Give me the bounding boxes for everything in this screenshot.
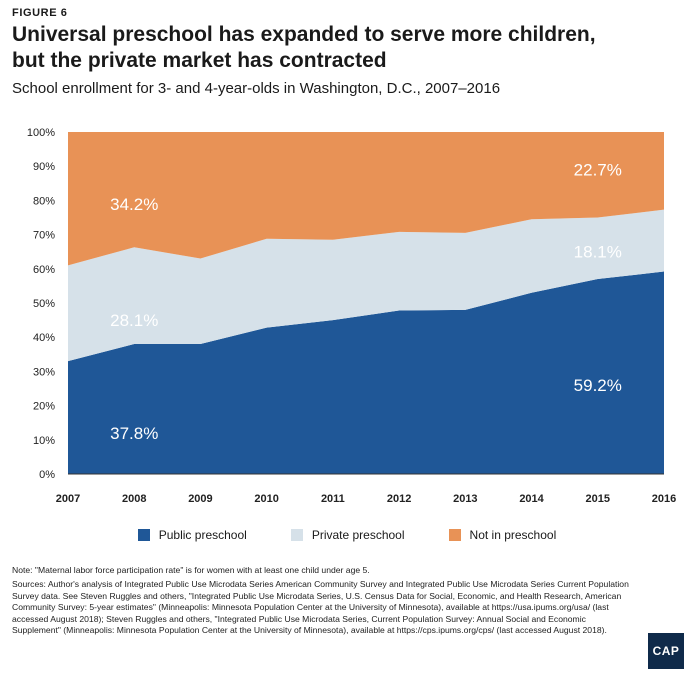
data-label: 59.2% bbox=[574, 376, 622, 395]
y-tick-label: 50% bbox=[33, 298, 55, 310]
x-tick-label: 2014 bbox=[519, 493, 544, 505]
x-tick-label: 2008 bbox=[122, 493, 146, 505]
y-tick-label: 0% bbox=[39, 469, 55, 481]
cap-logo: CAP bbox=[648, 633, 684, 669]
legend-item-not-in: Not in preschool bbox=[448, 528, 557, 542]
x-tick-label: 2009 bbox=[188, 493, 212, 505]
chart-subtitle: School enrollment for 3- and 4-year-olds… bbox=[12, 80, 501, 97]
y-tick-label: 10% bbox=[33, 435, 55, 447]
y-tick-label: 90% bbox=[33, 161, 55, 173]
figure-label: FIGURE 6 bbox=[12, 7, 68, 19]
x-tick-label: 2015 bbox=[586, 493, 610, 505]
area-public-preschool bbox=[68, 271, 664, 474]
y-tick-label: 60% bbox=[33, 264, 55, 276]
x-tick-label: 2012 bbox=[387, 493, 411, 505]
legend-label-private: Private preschool bbox=[311, 528, 405, 542]
legend-swatch-not-in bbox=[448, 529, 461, 541]
area-not-in-preschool bbox=[68, 132, 664, 266]
x-tick-label: 2013 bbox=[453, 493, 477, 505]
x-tick-label: 2011 bbox=[321, 493, 345, 505]
legend-swatch-private bbox=[290, 529, 303, 541]
y-tick-label: 20% bbox=[33, 401, 55, 413]
legend-item-private: Private preschool bbox=[290, 528, 405, 542]
legend-label-public: Public preschool bbox=[158, 528, 247, 542]
legend-label-not-in: Not in preschool bbox=[469, 528, 557, 542]
x-tick-label: 2010 bbox=[254, 493, 278, 505]
chart-legend: Public preschool Private preschool Not i… bbox=[0, 528, 694, 542]
data-label: 37.8% bbox=[110, 424, 158, 443]
area-private-preschool bbox=[68, 209, 664, 362]
legend-swatch-public bbox=[137, 529, 150, 541]
data-label: 28.1% bbox=[110, 311, 158, 330]
y-tick-label: 80% bbox=[33, 195, 55, 207]
legend-item-public: Public preschool bbox=[137, 528, 247, 542]
data-label: 18.1% bbox=[574, 243, 622, 262]
footnotes: Note: "Maternal labor force participatio… bbox=[12, 565, 632, 639]
y-tick-label: 70% bbox=[33, 230, 55, 242]
note-text: Note: "Maternal labor force participatio… bbox=[12, 565, 370, 575]
x-tick-label: 2016 bbox=[652, 493, 676, 505]
y-tick-label: 100% bbox=[27, 127, 55, 139]
data-label: 34.2% bbox=[110, 195, 158, 214]
x-tick-label: 2007 bbox=[56, 493, 80, 505]
y-tick-label: 30% bbox=[33, 366, 55, 378]
y-tick-label: 40% bbox=[33, 332, 55, 344]
stacked-area-chart: 0% 10% 20% 30% 40% 50% 60% 70% 80% 90% 100% 2007 200… bbox=[27, 127, 676, 505]
chart-title: Universal preschool has expanded to serv… bbox=[12, 23, 596, 72]
data-label: 22.7% bbox=[574, 161, 622, 180]
sources-text: Sources: Author's analysis of Integrated… bbox=[12, 579, 629, 636]
